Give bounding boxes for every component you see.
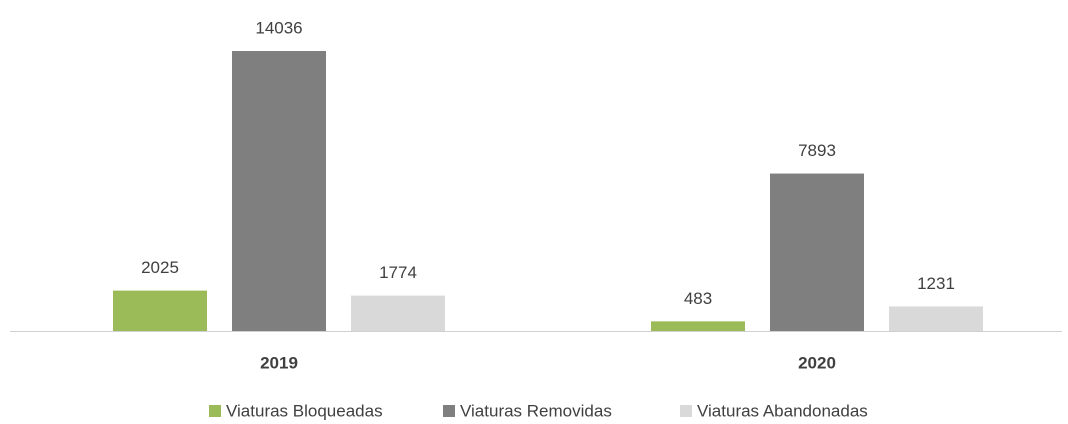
x-tick-label: 2020: [798, 353, 836, 372]
bar: [651, 321, 745, 331]
bar: [232, 51, 326, 331]
bar: [770, 173, 864, 331]
legend-swatch: [680, 405, 692, 417]
bar: [351, 295, 445, 331]
x-tick-label: 2019: [260, 353, 298, 372]
bar: [113, 290, 207, 331]
legend-swatch: [209, 405, 221, 417]
bar: [889, 306, 983, 331]
legend-swatch: [443, 405, 455, 417]
legend-label: Viaturas Removidas: [460, 401, 612, 420]
legend-label: Viaturas Bloqueadas: [226, 401, 383, 420]
data-label: 2025: [141, 258, 179, 277]
legend-label: Viaturas Abandonadas: [697, 401, 868, 420]
data-label: 14036: [255, 18, 302, 37]
data-label: 483: [684, 289, 712, 308]
data-label: 1231: [917, 274, 955, 293]
data-label: 1774: [379, 263, 417, 282]
data-label: 7893: [798, 141, 836, 160]
